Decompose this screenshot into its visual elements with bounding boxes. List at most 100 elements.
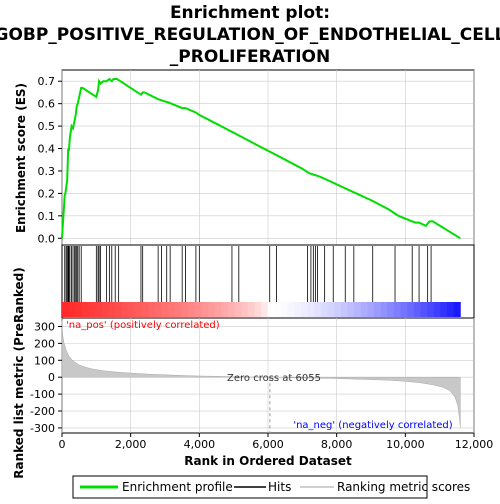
heat-strip-segment <box>135 302 143 317</box>
heat-strip-segment <box>101 302 109 317</box>
heat-strip-segment <box>400 302 408 317</box>
heat-strip-segment <box>413 302 421 317</box>
heat-strip-segment <box>188 302 196 317</box>
heat-strip-segment <box>267 302 275 317</box>
heat-strip-segment <box>161 302 169 317</box>
heat-strip-segment <box>208 302 216 317</box>
rank-y-tick-label: 300 <box>34 320 55 333</box>
x-tick-label: 10,000 <box>386 438 425 451</box>
heat-strip-segment <box>148 302 156 317</box>
heat-strip-segment <box>254 302 262 317</box>
heat-strip-segment <box>373 302 382 317</box>
heat-strip-segment <box>181 302 189 317</box>
heat-strip-segment <box>307 302 315 317</box>
es-y-tick-label: 0.6 <box>38 98 56 111</box>
heat-strip-segment <box>234 302 242 317</box>
es-y-tick-label: 0.4 <box>38 143 56 156</box>
heat-strip-segment <box>367 302 375 317</box>
heat-strip-segment <box>227 302 236 317</box>
zero-cross-label: Zero cross at 6055 <box>227 373 321 384</box>
heat-strip-segment <box>446 302 455 317</box>
ranked-list-panel: -300 -200 -100 0 100 200 300 'na_pos' (positiv… <box>12 267 493 479</box>
rank-y-tick-label: -300 <box>30 422 55 435</box>
heat-strip-segment <box>314 302 322 317</box>
legend-enrichment-label: Enrichment profile <box>122 480 233 494</box>
enrichment-score-panel: 0.0 0.1 0.2 0.3 0.4 0.5 0.6 0.7 Enrichment scor… <box>14 69 475 246</box>
x-axis-label: Rank in Ordered Dataset <box>184 454 352 468</box>
heat-strip-segment <box>247 302 255 317</box>
heat-strip-segment <box>81 302 90 317</box>
legend-hits-label: Hits <box>268 480 291 494</box>
rank-y-tick-label: -100 <box>30 388 55 401</box>
heat-strip-segment <box>407 302 415 317</box>
heat-strip-segment <box>141 302 149 317</box>
es-y-tick-label: 0.5 <box>38 120 56 133</box>
rank-y-tick-label: 0 <box>48 371 55 384</box>
heat-strip-segment <box>453 302 461 317</box>
heat-strip-segment <box>174 302 182 317</box>
hit-lines <box>64 246 432 302</box>
heat-strip-segment <box>327 302 335 317</box>
rank-y-axis-label: Ranked list metric (PreRanked) <box>12 267 26 479</box>
heat-strip-segment <box>393 302 402 317</box>
heat-strip-segment <box>75 302 83 317</box>
x-tick-label: 8,000 <box>321 438 353 451</box>
heat-strip-segment <box>427 302 435 317</box>
es-y-tick-label: 0.2 <box>38 187 56 200</box>
heat-strip-segment <box>68 302 76 317</box>
x-tick-label: 2,000 <box>115 438 147 451</box>
heat-strip-segment <box>221 302 229 317</box>
heat-strip-segment <box>281 302 289 317</box>
heat-strip-segment <box>261 302 269 317</box>
heat-strip-segment <box>274 302 282 317</box>
heat-strip-segment <box>294 302 302 317</box>
heat-strip-segment <box>287 302 295 317</box>
heat-strip-segment <box>387 302 395 317</box>
x-tick-label: 0 <box>59 438 66 451</box>
heat-strip-segment <box>340 302 348 317</box>
heat-strip-segment <box>194 302 202 317</box>
es-y-tick-label: 0.3 <box>38 165 56 178</box>
heat-strip-segment <box>420 302 428 317</box>
heat-strip-segment <box>334 302 342 317</box>
heat-strip-segment <box>62 302 70 317</box>
heat-strip-segment <box>433 302 441 317</box>
pos-label: 'na_pos' (positively correlated) <box>66 320 220 331</box>
x-tick-label: 12,000 <box>455 438 494 451</box>
heat-strip-segment <box>241 302 249 317</box>
ranking-heat-strip <box>62 302 461 317</box>
plot-title-line-3: _PROLIFERATION <box>170 47 330 67</box>
heat-strip-segment <box>360 302 368 317</box>
heat-strip-segment <box>347 302 355 317</box>
plot-title-line-2: GOBP_POSITIVE_REGULATION_OF_ENDOTHELIAL_… <box>0 25 500 45</box>
legend: Enrichment profile Hits Ranking metric s… <box>72 475 470 499</box>
heat-strip-segment <box>154 302 163 317</box>
ranking-metric-area <box>61 321 461 428</box>
heat-strip-segment <box>440 302 448 317</box>
enrichment-profile-line <box>61 77 461 240</box>
legend-ranking-label: Ranking metric scores <box>337 480 470 494</box>
heat-strip-segment <box>354 302 362 317</box>
es-y-ticks: 0.0 0.1 0.2 0.3 0.4 0.5 0.6 0.7 <box>38 75 62 245</box>
heat-strip-segment <box>88 302 96 317</box>
es-y-tick-label: 0.7 <box>38 75 56 88</box>
x-tick-label: 4,000 <box>184 438 216 451</box>
heat-strip-segment <box>380 302 388 317</box>
es-y-axis-label: Enrichment score (ES) <box>14 83 28 233</box>
rank-y-tick-label: 200 <box>34 337 55 350</box>
plot-title-line-1: Enrichment plot: <box>170 3 330 23</box>
rank-y-tick-label: 100 <box>34 354 55 367</box>
heat-strip-segment <box>128 302 136 317</box>
heat-strip-segment <box>95 302 103 317</box>
x-axis-ticks: 0 2,000 4,000 6,000 8,000 10,000 12,000 <box>59 433 494 451</box>
heat-strip-segment <box>115 302 123 317</box>
x-tick-label: 6,000 <box>252 438 284 451</box>
heat-strip-segment <box>214 302 222 317</box>
hits-panel <box>61 244 475 319</box>
heat-strip-segment <box>201 302 209 317</box>
heat-strip-segment <box>108 302 116 317</box>
es-y-tick-label: 0.1 <box>38 210 56 223</box>
es-y-tick-label: 0.0 <box>38 232 56 245</box>
heat-strip-segment <box>320 302 329 317</box>
